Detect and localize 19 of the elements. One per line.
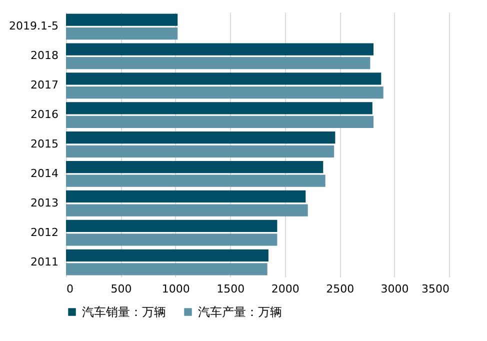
y-tick-label: 2014 (30, 166, 58, 180)
y-tick-label: 2013 (30, 196, 58, 210)
x-tick-label: 3000 (380, 282, 409, 296)
y-tick-label: 2011 (30, 255, 58, 268)
legend-label: 汽车产量：万辆 (198, 305, 282, 319)
x-tick-label: 1000 (162, 282, 190, 296)
y-tick-label: 2015 (30, 138, 58, 150)
legend-label: 汽车销量：万辆 (82, 305, 166, 319)
y-tick-label: 2019.1-5 (9, 20, 58, 33)
x-tick-label: 3500 (422, 282, 450, 296)
x-tick-label: 2000 (271, 282, 300, 296)
y-tick-label: 2018 (30, 49, 58, 62)
x-tick-label: 0 (66, 282, 74, 296)
y-tick-label: 2016 (30, 108, 58, 122)
x-tick-label: 1500 (216, 282, 245, 296)
x-tick-label: 2500 (326, 282, 354, 296)
x-tick-label: 500 (110, 282, 132, 296)
y-tick-label: 2012 (30, 226, 58, 239)
y-tick-label: 2017 (30, 78, 58, 92)
